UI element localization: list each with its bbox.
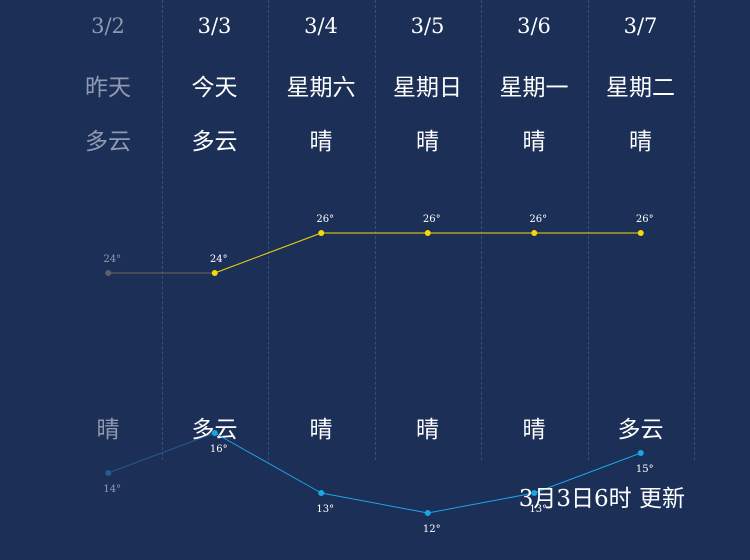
low-temp-point	[105, 470, 112, 476]
low-temp-label: 13°	[316, 504, 334, 515]
low-temp-label: 14°	[103, 484, 121, 495]
day-label: 今天	[191, 75, 238, 101]
weather-day-label: 晴	[522, 129, 546, 155]
high-temp-point	[211, 270, 218, 276]
weather-day-label: 晴	[309, 129, 333, 155]
low-temp-line-segment	[534, 452, 641, 494]
day-label: 星期二	[606, 75, 675, 101]
weather-night-label: 晴	[416, 417, 439, 443]
date-label: 3/4	[304, 14, 338, 38]
date-label: 3/3	[197, 14, 232, 38]
low-temp-label: 16°	[210, 444, 228, 455]
high-temp-line-segment	[214, 232, 322, 274]
day-label: 昨天	[85, 75, 131, 101]
weather-day-label: 多云	[85, 129, 131, 155]
day-label: 星期一	[499, 75, 569, 101]
high-temp-label: 24°	[103, 254, 121, 265]
low-temp-point	[531, 490, 538, 496]
high-temp-label: 26°	[529, 214, 547, 225]
day-label: 星期日	[393, 75, 462, 101]
weather-day-label: 晴	[629, 129, 652, 155]
low-temp-label: 12°	[423, 524, 441, 535]
day-label: 星期六	[286, 75, 356, 101]
date-label: 3/5	[410, 14, 445, 38]
low-temp-line-segment	[108, 432, 215, 474]
low-temp-line-segment	[427, 492, 535, 514]
low-temp-line-segment	[214, 432, 322, 494]
weather-night-label: 多云	[617, 417, 664, 443]
high-temp-point	[637, 230, 644, 236]
column-divider	[268, 0, 269, 460]
weather-day-label: 晴	[416, 129, 439, 155]
weather-night-label: 晴	[522, 417, 546, 443]
high-temp-point	[424, 230, 431, 236]
high-temp-point	[318, 230, 325, 236]
low-temp-line-segment	[321, 492, 428, 514]
low-temp-point	[211, 430, 218, 436]
high-temp-label: 26°	[316, 214, 334, 225]
low-temp-point	[318, 490, 325, 496]
update-time: 3月3日6时 更新	[518, 486, 685, 512]
low-temp-label: 15°	[636, 464, 654, 475]
column-divider	[481, 0, 482, 460]
date-label: 3/6	[517, 14, 551, 38]
high-temp-label: 26°	[423, 214, 441, 225]
weather-night-label: 晴	[96, 417, 120, 443]
high-temp-label: 24°	[210, 254, 228, 265]
high-temp-label: 26°	[636, 214, 654, 225]
high-temp-point	[531, 230, 538, 236]
column-divider	[694, 0, 695, 460]
low-temp-point	[424, 510, 431, 516]
column-divider	[587, 0, 589, 460]
column-divider	[374, 0, 376, 460]
date-label: 3/7	[623, 14, 658, 38]
high-temp-point	[105, 270, 112, 276]
weather-night-label: 晴	[309, 417, 333, 443]
column-divider	[161, 0, 163, 460]
date-label: 3/2	[91, 14, 125, 38]
low-temp-point	[637, 450, 644, 456]
low-temp-label: 13°	[529, 504, 547, 515]
weather-day-label: 多云	[191, 129, 238, 155]
